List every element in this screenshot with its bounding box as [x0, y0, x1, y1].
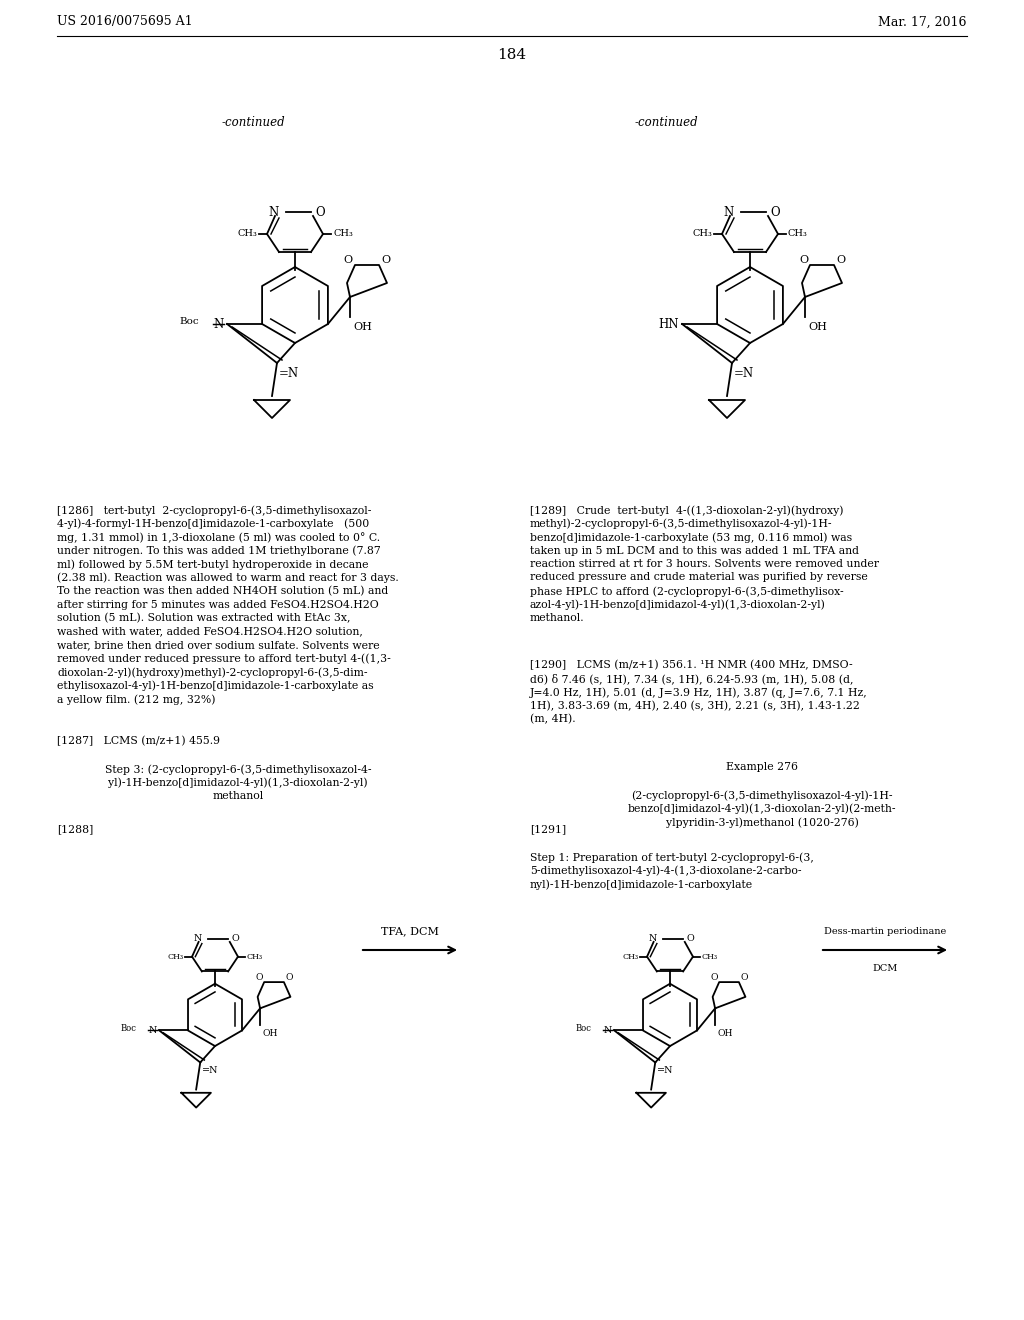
- Text: dioxolan-2-yl)(hydroxy)methyl)-2-cyclopropyl-6-(3,5-dim-: dioxolan-2-yl)(hydroxy)methyl)-2-cyclopr…: [57, 667, 368, 677]
- Text: after stirring for 5 minutes was added FeSO4.H2SO4.H2O: after stirring for 5 minutes was added F…: [57, 599, 379, 610]
- Text: under nitrogen. To this was added 1M triethylborane (7.87: under nitrogen. To this was added 1M tri…: [57, 545, 381, 556]
- Text: removed under reduced pressure to afford tert-butyl 4-((1,3-: removed under reduced pressure to afford…: [57, 653, 391, 664]
- Text: water, brine then dried over sodium sulfate. Solvents were: water, brine then dried over sodium sulf…: [57, 640, 380, 649]
- Text: nyl)-1H-benzo[d]imidazole-1-carboxylate: nyl)-1H-benzo[d]imidazole-1-carboxylate: [530, 879, 753, 890]
- Text: (m, 4H).: (m, 4H).: [530, 714, 575, 725]
- Text: =N: =N: [202, 1065, 218, 1074]
- Text: O: O: [799, 255, 808, 265]
- Text: CH₃: CH₃: [238, 230, 257, 239]
- Text: Step 3: (2-cyclopropyl-6-(3,5-dimethylisoxazol-4-: Step 3: (2-cyclopropyl-6-(3,5-dimethylis…: [104, 764, 372, 775]
- Text: (2.38 ml). Reaction was allowed to warm and react for 3 days.: (2.38 ml). Reaction was allowed to warm …: [57, 573, 398, 583]
- Text: N: N: [268, 206, 279, 219]
- Text: CH₃: CH₃: [168, 953, 184, 961]
- Text: CH₃: CH₃: [333, 230, 353, 239]
- Text: phase HPLC to afford (2-cyclopropyl-6-(3,5-dimethylisox-: phase HPLC to afford (2-cyclopropyl-6-(3…: [530, 586, 844, 597]
- Text: [1288]: [1288]: [57, 824, 93, 834]
- Text: J=4.0 Hz, 1H), 5.01 (d, J=3.9 Hz, 1H), 3.87 (q, J=7.6, 7.1 Hz,: J=4.0 Hz, 1H), 5.01 (d, J=3.9 Hz, 1H), 3…: [530, 686, 867, 697]
- Text: N: N: [148, 1026, 157, 1035]
- Text: CH₃: CH₃: [701, 953, 717, 961]
- Text: reduced pressure and crude material was purified by reverse: reduced pressure and crude material was …: [530, 573, 867, 582]
- Text: N: N: [603, 1026, 612, 1035]
- Text: [1286]   tert-butyl  2-cyclopropyl-6-(3,5-dimethylisoxazol-: [1286] tert-butyl 2-cyclopropyl-6-(3,5-d…: [57, 506, 372, 516]
- Text: N: N: [648, 935, 656, 942]
- Text: N: N: [194, 935, 202, 942]
- Text: DCM: DCM: [872, 964, 898, 973]
- Text: taken up in 5 mL DCM and to this was added 1 mL TFA and: taken up in 5 mL DCM and to this was add…: [530, 545, 859, 556]
- Text: [1287]   LCMS (m/z+1) 455.9: [1287] LCMS (m/z+1) 455.9: [57, 737, 220, 746]
- Text: OH: OH: [808, 322, 826, 333]
- Text: CH₃: CH₃: [246, 953, 262, 961]
- Text: d6) δ 7.46 (s, 1H), 7.34 (s, 1H), 6.24-5.93 (m, 1H), 5.08 (d,: d6) δ 7.46 (s, 1H), 7.34 (s, 1H), 6.24-5…: [530, 673, 853, 684]
- Text: methanol.: methanol.: [530, 612, 585, 623]
- Text: methanol: methanol: [212, 791, 263, 801]
- Text: O: O: [770, 206, 779, 219]
- Text: azol-4-yl)-1H-benzo[d]imidazol-4-yl)(1,3-dioxolan-2-yl): azol-4-yl)-1H-benzo[d]imidazol-4-yl)(1,3…: [530, 599, 826, 610]
- Text: benzo[d]imidazole-1-carboxylate (53 mg, 0.116 mmol) was: benzo[d]imidazole-1-carboxylate (53 mg, …: [530, 532, 852, 543]
- Text: Mar. 17, 2016: Mar. 17, 2016: [879, 16, 967, 29]
- Text: a yellow film. (212 mg, 32%): a yellow film. (212 mg, 32%): [57, 694, 215, 705]
- Text: 1H), 3.83-3.69 (m, 4H), 2.40 (s, 3H), 2.21 (s, 3H), 1.43-1.22: 1H), 3.83-3.69 (m, 4H), 2.40 (s, 3H), 2.…: [530, 701, 860, 711]
- Text: O: O: [344, 255, 353, 265]
- Text: -continued: -continued: [222, 116, 286, 129]
- Text: OH: OH: [262, 1028, 279, 1038]
- Text: [1291]: [1291]: [530, 824, 566, 834]
- Text: =N: =N: [656, 1065, 674, 1074]
- Text: O: O: [836, 255, 845, 265]
- Text: [1289]   Crude  tert-butyl  4-((1,3-dioxolan-2-yl)(hydroxy): [1289] Crude tert-butyl 4-((1,3-dioxolan…: [530, 506, 844, 516]
- Text: ml) followed by 5.5M tert-butyl hydroperoxide in decane: ml) followed by 5.5M tert-butyl hydroper…: [57, 558, 369, 569]
- Text: OH: OH: [353, 322, 372, 333]
- Text: =N: =N: [734, 367, 754, 380]
- Text: O: O: [686, 935, 694, 942]
- Text: [1290]   LCMS (m/z+1) 356.1. ¹H NMR (400 MHz, DMSO-: [1290] LCMS (m/z+1) 356.1. ¹H NMR (400 M…: [530, 660, 853, 671]
- Text: ethylisoxazol-4-yl)-1H-benzo[d]imidazole-1-carboxylate as: ethylisoxazol-4-yl)-1H-benzo[d]imidazole…: [57, 681, 374, 692]
- Text: Dess-martin periodinane: Dess-martin periodinane: [824, 927, 946, 936]
- Text: -continued: -continued: [635, 116, 698, 129]
- Text: 5-dimethylisoxazol-4-yl)-4-(1,3-dioxolane-2-carbo-: 5-dimethylisoxazol-4-yl)-4-(1,3-dioxolan…: [530, 866, 802, 876]
- Text: O: O: [740, 973, 748, 982]
- Text: 4-yl)-4-formyl-1H-benzo[d]imidazole-1-carboxylate   (500: 4-yl)-4-formyl-1H-benzo[d]imidazole-1-ca…: [57, 519, 370, 529]
- Text: Boc: Boc: [575, 1023, 591, 1032]
- Text: Boc: Boc: [179, 317, 199, 326]
- Text: O: O: [381, 255, 390, 265]
- Text: solution (5 mL). Solution was extracted with EtAc 3x,: solution (5 mL). Solution was extracted …: [57, 612, 350, 623]
- Text: OH: OH: [718, 1028, 733, 1038]
- Text: CH₃: CH₃: [788, 230, 808, 239]
- Text: US 2016/0075695 A1: US 2016/0075695 A1: [57, 16, 193, 29]
- Text: To the reaction was then added NH4OH solution (5 mL) and: To the reaction was then added NH4OH sol…: [57, 586, 388, 597]
- Text: CH₃: CH₃: [692, 230, 712, 239]
- Text: =N: =N: [279, 367, 299, 380]
- Text: O: O: [255, 973, 262, 982]
- Text: 184: 184: [498, 48, 526, 62]
- Text: yl)-1H-benzo[d]imidazol-4-yl)(1,3-dioxolan-2-yl): yl)-1H-benzo[d]imidazol-4-yl)(1,3-dioxol…: [109, 777, 368, 788]
- Text: methyl)-2-cyclopropyl-6-(3,5-dimethylisoxazol-4-yl)-1H-: methyl)-2-cyclopropyl-6-(3,5-dimethyliso…: [530, 519, 833, 529]
- Text: Boc: Boc: [121, 1023, 136, 1032]
- Text: O: O: [231, 935, 240, 942]
- Text: reaction stirred at rt for 3 hours. Solvents were removed under: reaction stirred at rt for 3 hours. Solv…: [530, 558, 879, 569]
- Text: HN: HN: [658, 318, 679, 330]
- Text: O: O: [315, 206, 325, 219]
- Text: ylpyridin-3-yl)methanol (1020-276): ylpyridin-3-yl)methanol (1020-276): [666, 817, 858, 828]
- Text: mg, 1.31 mmol) in 1,3-dioxolane (5 ml) was cooled to 0° C.: mg, 1.31 mmol) in 1,3-dioxolane (5 ml) w…: [57, 532, 380, 543]
- Text: Step 1: Preparation of tert-butyl 2-cyclopropyl-6-(3,: Step 1: Preparation of tert-butyl 2-cycl…: [530, 851, 814, 862]
- Text: N: N: [214, 318, 224, 330]
- Text: O: O: [286, 973, 293, 982]
- Text: benzo[d]imidazol-4-yl)(1,3-dioxolan-2-yl)(2-meth-: benzo[d]imidazol-4-yl)(1,3-dioxolan-2-yl…: [628, 804, 896, 814]
- Text: CH₃: CH₃: [623, 953, 639, 961]
- Text: Example 276: Example 276: [726, 762, 798, 772]
- Text: TFA, DCM: TFA, DCM: [381, 927, 439, 936]
- Text: (2-cyclopropyl-6-(3,5-dimethylisoxazol-4-yl)-1H-: (2-cyclopropyl-6-(3,5-dimethylisoxazol-4…: [631, 789, 893, 800]
- Text: O: O: [710, 973, 718, 982]
- Text: N: N: [724, 206, 734, 219]
- Text: washed with water, added FeSO4.H2SO4.H2O solution,: washed with water, added FeSO4.H2SO4.H2O…: [57, 627, 362, 636]
